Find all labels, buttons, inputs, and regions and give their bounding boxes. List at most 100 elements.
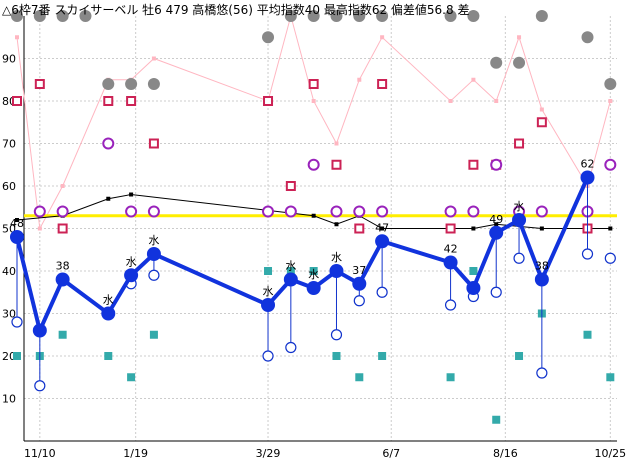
y-tick-label: 70 (2, 138, 16, 151)
gray-circle (284, 10, 297, 22)
purple-circle (307, 158, 320, 171)
gray-circle (581, 31, 594, 44)
race-index-point (146, 247, 161, 261)
red-square (536, 117, 547, 128)
gray-circle (604, 78, 617, 90)
purple-circle (125, 205, 138, 218)
lower-point (604, 252, 616, 264)
race-index-point (124, 268, 139, 283)
pink-point (608, 99, 613, 103)
pink-point (151, 56, 156, 61)
pink-point (37, 226, 42, 231)
black-point (311, 213, 316, 218)
lower-point (513, 252, 525, 264)
black-point (539, 226, 544, 231)
race-index-point (512, 213, 527, 227)
purple-circle (444, 205, 457, 218)
teal-square (13, 352, 21, 360)
gray-circle (102, 78, 115, 90)
gray-circle (330, 10, 343, 22)
lower-point (34, 380, 46, 392)
teal-square (332, 352, 341, 360)
gray-circle (467, 10, 480, 22)
lower-point (581, 248, 594, 260)
pink-point (539, 107, 544, 112)
gray-circle (33, 10, 46, 22)
x-tick-label: 6/7 (382, 447, 400, 460)
teal-square (104, 352, 113, 360)
race-index-point (580, 170, 595, 185)
race-index-label: 47 (375, 221, 389, 234)
race-index-label: 38 (56, 260, 70, 273)
race-index-point (466, 281, 481, 295)
gray-circle (125, 78, 138, 90)
red-square (354, 223, 365, 234)
teal-square (583, 330, 592, 339)
chart-title: △6枠7番 スカイサーベル 牡6 479 高橋悠(56) 平均指数40 最高指数… (2, 2, 469, 17)
race-index-point (261, 298, 276, 312)
race-index-point (489, 225, 504, 240)
purple-circle (376, 205, 389, 218)
y-tick-label: 60 (2, 180, 16, 193)
black-point (608, 226, 613, 231)
red-square (331, 159, 342, 170)
y-tick-label: 30 (2, 308, 16, 321)
lower-point (330, 329, 343, 341)
gray-circle (444, 10, 457, 22)
x-tick-label: 8/16 (493, 447, 518, 460)
red-square (57, 223, 68, 234)
race-index-label: 49 (489, 213, 503, 226)
pink-point (311, 99, 316, 103)
lower-point (353, 295, 365, 307)
gray-circle (535, 10, 548, 22)
black-point (106, 196, 111, 201)
lower-point (11, 316, 23, 328)
red-square (34, 79, 45, 89)
purple-circle (353, 205, 366, 218)
red-square (514, 138, 525, 149)
teal-square (264, 267, 273, 275)
race-index-label: 48 (10, 217, 24, 230)
red-square (285, 181, 296, 191)
teal-square (606, 373, 615, 382)
race-index-label: 水 (285, 260, 296, 273)
teal-square (492, 415, 501, 424)
lower-point (262, 350, 274, 362)
black-point (334, 222, 339, 227)
gray-circle (79, 10, 92, 22)
black-point (471, 226, 476, 231)
gray-circle (513, 56, 526, 69)
race-index-point (10, 230, 24, 244)
red-square (445, 223, 456, 234)
lower-point (376, 286, 388, 298)
purple-circle (490, 158, 503, 171)
teal-square (286, 267, 295, 275)
purple-circle (262, 205, 275, 218)
race-index-label: 水 (148, 234, 159, 247)
purple-circle (147, 205, 160, 218)
pink-point (448, 99, 453, 103)
race-index-point (352, 276, 367, 291)
pink-point (517, 35, 522, 40)
pink-point (380, 35, 385, 40)
race-index-label: 62 (581, 158, 595, 171)
lower-point (536, 367, 548, 379)
pink-point (471, 77, 476, 82)
gray-circle (11, 10, 23, 22)
teal-square (378, 352, 387, 360)
race-index-label: 水 (263, 285, 274, 298)
y-tick-label: 20 (2, 350, 16, 363)
pink-point (494, 99, 499, 103)
gray-circle (490, 56, 503, 69)
teal-square (149, 330, 158, 339)
race-index-point (55, 272, 70, 287)
pink-point (60, 184, 65, 188)
purple-circle (330, 205, 343, 218)
purple-circle (604, 158, 617, 171)
y-tick-label: 40 (2, 265, 16, 278)
race-index-point (443, 255, 458, 270)
race-index-point (101, 306, 116, 321)
